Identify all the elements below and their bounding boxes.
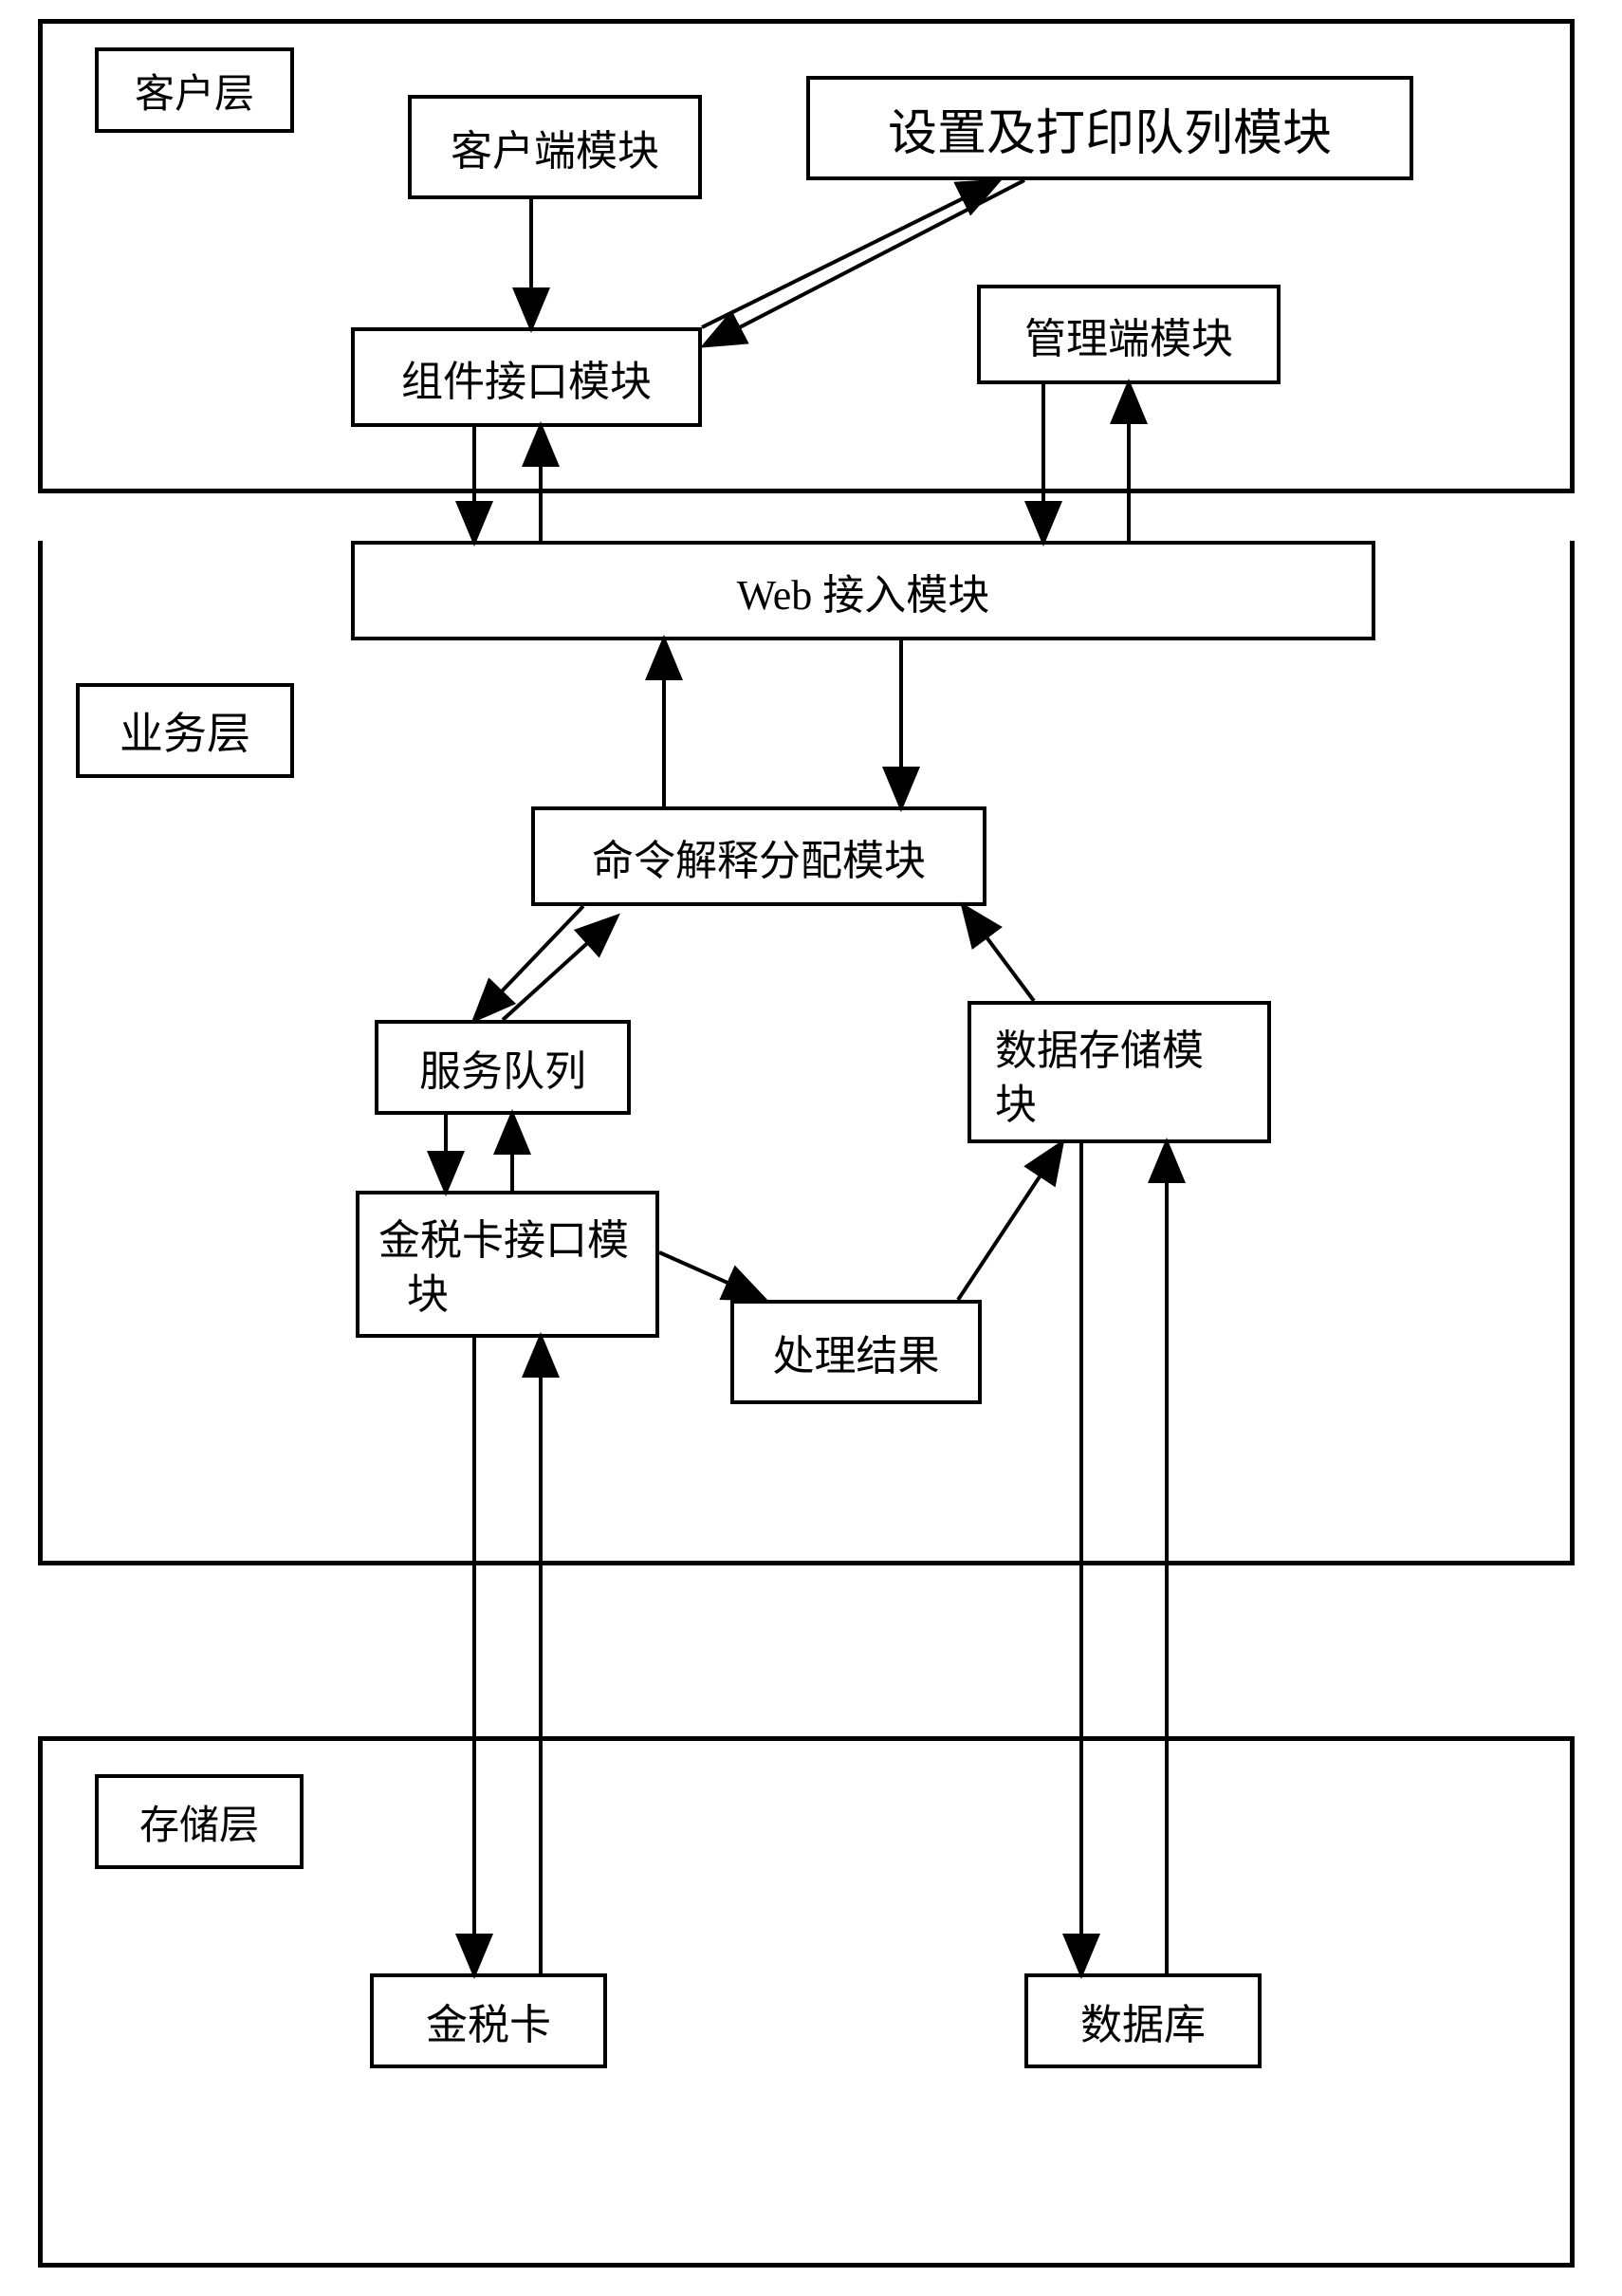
print-queue-node: 设置及打印队列模块 xyxy=(806,76,1413,180)
client-layer-label: 客户层 xyxy=(95,47,294,133)
data-storage-node: 数据存储模块 xyxy=(968,1001,1271,1143)
web-access-node: Web 接入模块 xyxy=(351,541,1375,640)
database-node: 数据库 xyxy=(1024,1973,1262,2068)
business-layer-label: 业务层 xyxy=(76,683,294,778)
tax-card-interface-node: 金税卡接口模块 xyxy=(356,1191,659,1338)
process-result-node: 处理结果 xyxy=(730,1300,982,1404)
component-interface-node: 组件接口模块 xyxy=(351,327,702,427)
storage-layer-label: 存储层 xyxy=(95,1774,304,1869)
service-queue-node: 服务队列 xyxy=(375,1020,631,1115)
management-node: 管理端模块 xyxy=(977,285,1281,384)
client-module-node: 客户端模块 xyxy=(408,95,702,199)
tax-card-node: 金税卡 xyxy=(370,1973,607,2068)
command-dispatch-node: 命令解释分配模块 xyxy=(531,806,986,906)
